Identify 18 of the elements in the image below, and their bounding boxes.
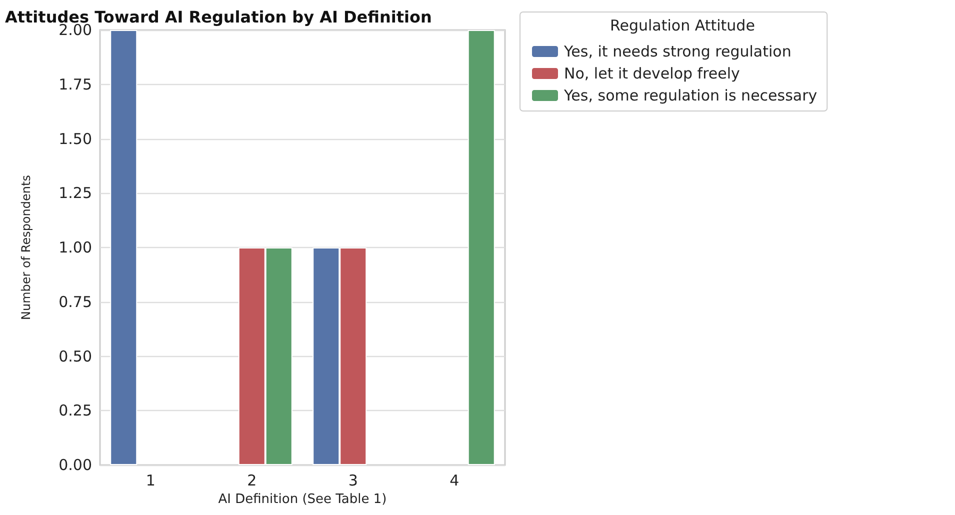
y-tick-label: 1.50 (58, 130, 92, 148)
y-tick-label: 1.25 (58, 184, 92, 202)
y-tick-label: 0.25 (58, 402, 92, 420)
legend-label: Yes, it needs strong regulation (563, 42, 792, 60)
y-tick-label: 0.50 (58, 347, 92, 366)
y-axis-title: Number of Respondents (19, 175, 33, 320)
y-tick-label: 0.75 (58, 292, 92, 311)
legend-title: Regulation Attitude (610, 16, 755, 34)
legend-label: Yes, some regulation is necessary (563, 86, 818, 104)
y-tick-label: 1.75 (58, 75, 92, 94)
x-axis-title: AI Definition (See Table 1) (218, 492, 387, 507)
x-tick-label: 1 (146, 472, 156, 490)
x-tick-label: 4 (450, 472, 460, 490)
legend-label: No, let it develop freely (564, 64, 740, 82)
x-tick-label: 3 (348, 472, 358, 490)
y-tick-label: 0.00 (58, 456, 92, 474)
x-tick-label: 2 (247, 472, 257, 490)
y-tick-label: 1.00 (58, 238, 92, 256)
